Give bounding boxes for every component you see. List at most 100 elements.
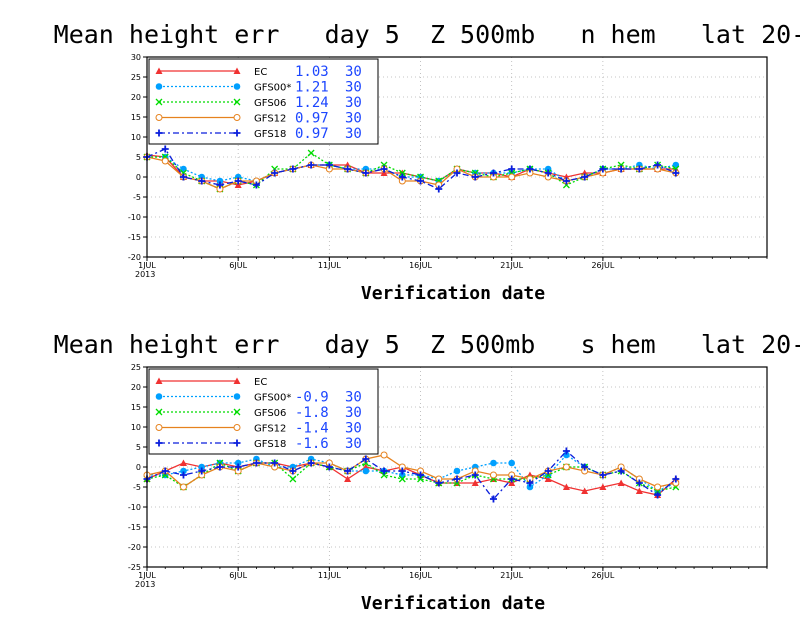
legend-stat: -1.8 xyxy=(295,405,329,421)
legend-marker xyxy=(155,98,163,106)
data-point xyxy=(344,475,352,482)
data-point xyxy=(635,479,643,487)
legend-box xyxy=(148,368,379,455)
data-point xyxy=(417,471,425,479)
x-tick-label: 26JUL xyxy=(591,571,614,580)
data-point xyxy=(325,463,333,471)
data-point xyxy=(508,459,516,467)
legend-count: 30 xyxy=(345,80,362,96)
data-point xyxy=(179,471,187,479)
data-point xyxy=(654,161,662,169)
data-point xyxy=(380,169,388,176)
data-point xyxy=(453,169,461,177)
y-tick-label: 5 xyxy=(136,153,141,162)
data-point xyxy=(216,177,224,185)
y-tick-label: 25 xyxy=(131,363,141,372)
chart-title: Mean height err day 5 Z 500mb s hem lat … xyxy=(54,330,800,359)
legend-label: GFS12 xyxy=(254,424,286,435)
data-point xyxy=(161,145,169,153)
legend-label: GFS06 xyxy=(254,408,286,419)
data-point xyxy=(380,467,388,475)
data-point xyxy=(362,467,370,475)
legend-marker xyxy=(233,98,241,106)
legend: EC 1.03 30 GFS00* 1.21 30 GFS06 1.24 30 GFS12 0.97… xyxy=(148,58,379,145)
legend-label: GFS18 xyxy=(254,129,286,140)
legend-marker xyxy=(233,393,241,400)
legend-label: GFS06 xyxy=(254,98,286,109)
data-point xyxy=(417,475,424,483)
data-point xyxy=(562,483,570,490)
y-tick-label: -20 xyxy=(128,253,141,262)
data-point xyxy=(161,467,169,475)
data-point xyxy=(307,149,315,157)
legend-marker xyxy=(233,83,241,90)
data-point xyxy=(234,459,242,467)
data-point xyxy=(398,173,406,181)
data-point xyxy=(252,181,260,189)
series-line xyxy=(146,148,677,190)
series-gfs00 xyxy=(143,153,680,185)
data-point xyxy=(508,479,516,486)
data-point xyxy=(489,495,497,503)
data-point xyxy=(526,479,534,487)
data-point xyxy=(544,169,552,177)
y-tick-label: -20 xyxy=(128,543,141,552)
data-point xyxy=(234,177,242,185)
series-line xyxy=(147,152,676,190)
data-point xyxy=(179,173,187,181)
x-tick-label: 6JUL xyxy=(229,261,247,270)
data-point xyxy=(380,165,388,173)
data-point xyxy=(508,165,516,173)
y-tick-label: 25 xyxy=(131,73,141,82)
legend-marker xyxy=(155,83,163,90)
x-tick-label: 16JUL xyxy=(409,261,432,270)
data-point xyxy=(453,467,461,475)
data-point xyxy=(581,487,589,494)
legend-stat: -1.4 xyxy=(295,421,329,437)
y-tick-label: -5 xyxy=(133,483,141,492)
legend-stat: -0.9 xyxy=(295,390,329,406)
y-tick-label: 20 xyxy=(131,383,141,392)
y-tick-label: -25 xyxy=(128,563,141,572)
legend: EC GFS00* -0.9 30 GFS06 -1.8 30 GFS12 -1.4 30 GFS1… xyxy=(148,368,379,455)
y-tick-label: 0 xyxy=(136,173,141,182)
y-tick-label: 20 xyxy=(131,93,141,102)
y-tick-label: -5 xyxy=(133,193,141,202)
data-point xyxy=(398,467,406,475)
data-point xyxy=(617,165,625,173)
legend-stat: 1.24 xyxy=(295,95,329,111)
data-point xyxy=(635,165,643,173)
data-point xyxy=(216,463,224,471)
x-tick-label: 1JUL xyxy=(138,261,156,270)
data-point xyxy=(380,471,388,479)
data-point xyxy=(508,475,516,483)
chart-title: Mean height err day 5 Z 500mb n hem lat … xyxy=(54,20,800,49)
y-tick-label: -15 xyxy=(128,523,141,532)
x-tick-label: 21JUL xyxy=(500,571,523,580)
y-tick-label: 30 xyxy=(131,53,141,62)
data-point xyxy=(581,463,589,471)
data-point xyxy=(654,483,662,491)
data-point xyxy=(398,169,406,177)
data-point xyxy=(672,169,680,177)
legend-marker xyxy=(233,424,241,431)
data-point xyxy=(453,475,461,483)
data-point xyxy=(307,161,315,169)
series-gfs06 xyxy=(143,459,680,495)
data-point xyxy=(179,459,187,466)
legend-count: 30 xyxy=(345,436,362,452)
data-point xyxy=(544,467,552,475)
y-tick-label: 0 xyxy=(136,463,141,472)
data-point xyxy=(599,471,607,479)
data-point xyxy=(216,181,224,189)
data-point xyxy=(526,483,534,491)
data-point xyxy=(271,459,279,467)
data-point xyxy=(289,475,297,483)
data-point xyxy=(252,459,260,467)
data-point xyxy=(417,177,425,185)
legend-stat: 1.21 xyxy=(295,80,329,96)
data-point xyxy=(198,467,206,475)
data-point xyxy=(599,165,607,173)
legend-count: 30 xyxy=(345,421,362,437)
